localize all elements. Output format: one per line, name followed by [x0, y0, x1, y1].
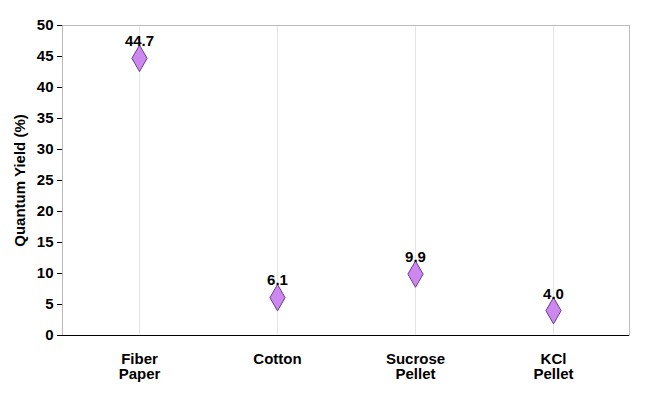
- svg-text:0: 0: [45, 326, 53, 343]
- svg-text:SucrosePellet: SucrosePellet: [386, 350, 445, 382]
- svg-text:35: 35: [37, 109, 54, 126]
- svg-text:40: 40: [37, 78, 54, 95]
- svg-text:50: 50: [37, 16, 54, 33]
- svg-text:45: 45: [37, 47, 54, 64]
- svg-text:15: 15: [37, 233, 54, 250]
- svg-text:20: 20: [37, 202, 54, 219]
- svg-text:Cotton: Cotton: [253, 350, 301, 367]
- svg-text:4.0: 4.0: [543, 285, 564, 302]
- svg-text:9.9: 9.9: [405, 248, 426, 265]
- svg-text:Quantum Yield (%): Quantum Yield (%): [11, 114, 28, 247]
- svg-text:25: 25: [37, 171, 54, 188]
- svg-text:30: 30: [37, 140, 54, 157]
- svg-text:44.7: 44.7: [125, 32, 154, 49]
- svg-text:10: 10: [37, 264, 54, 281]
- svg-text:FiberPaper: FiberPaper: [119, 350, 161, 382]
- svg-text:6.1: 6.1: [267, 271, 288, 288]
- svg-text:KClPellet: KClPellet: [533, 350, 573, 382]
- svg-text:5: 5: [45, 295, 53, 312]
